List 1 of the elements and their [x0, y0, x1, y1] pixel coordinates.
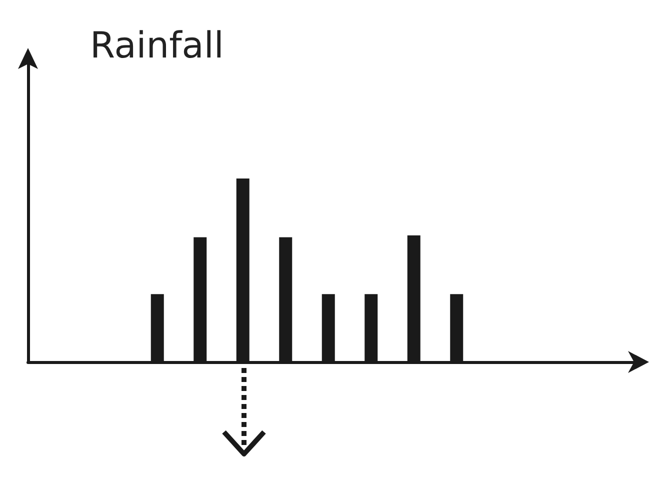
y-axis-title: Rainfall	[90, 26, 224, 66]
